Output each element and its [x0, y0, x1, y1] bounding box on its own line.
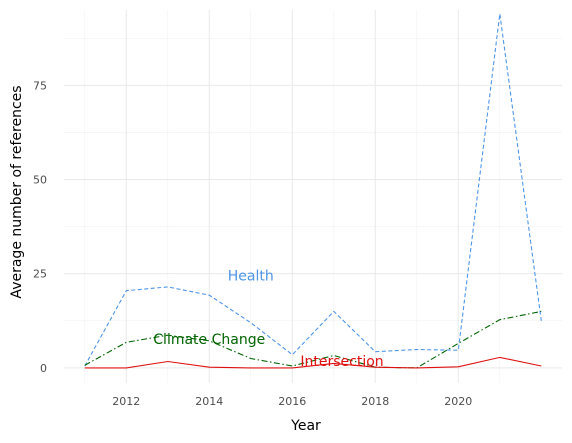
y-tick-label: 25: [33, 268, 47, 281]
x-tick-label: 2020: [444, 395, 472, 408]
series-label-health: Health: [228, 269, 274, 285]
y-tick-label: 75: [33, 79, 47, 92]
y-tick-label: 50: [33, 174, 47, 187]
series-line-intersection: [84, 356, 542, 369]
series-line-climate-change: [84, 310, 542, 369]
minor-gridlines: [64, 10, 562, 383]
series-lines: [84, 13, 542, 369]
x-tick-labels: 2012 2014 2016 2018 2020: [112, 395, 472, 408]
y-axis-title: Average number of references: [9, 85, 25, 298]
series-label-climate-change: Climate Change: [153, 332, 265, 348]
x-tick-label: 2018: [361, 395, 389, 408]
series-label-intersection: Intersection: [300, 354, 383, 370]
series-labels: Health Climate Change Intersection: [153, 269, 383, 371]
major-gridlines: [64, 10, 562, 383]
y-tick-labels: 0 25 50 75: [33, 79, 47, 375]
y-tick-label: 0: [40, 362, 47, 375]
x-tick-label: 2016: [278, 395, 306, 408]
x-axis-title: Year: [290, 418, 321, 434]
x-tick-label: 2014: [195, 395, 223, 408]
series-line-health: [84, 13, 542, 367]
x-tick-label: 2012: [112, 395, 140, 408]
